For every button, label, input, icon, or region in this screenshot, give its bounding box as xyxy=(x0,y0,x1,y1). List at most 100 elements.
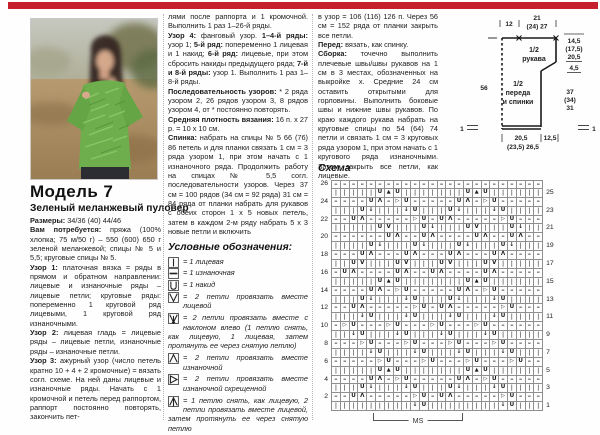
chart-cell: – xyxy=(516,286,526,296)
chart-cell: | xyxy=(437,348,447,358)
chart-cell: – xyxy=(437,286,447,296)
chart-cell: | xyxy=(428,331,438,341)
chart-cell: U xyxy=(446,251,456,261)
row-number-left: 22 xyxy=(320,215,328,223)
chart-cell: – xyxy=(455,215,464,225)
row-number-right xyxy=(543,233,560,242)
chart-cell: – xyxy=(384,304,394,314)
chart-cell: | xyxy=(472,260,482,269)
chart-cell: | xyxy=(340,402,350,412)
chart-cell: – xyxy=(367,322,376,332)
chart-cell: – xyxy=(332,268,341,278)
row-number-left xyxy=(314,296,331,305)
chart-cell: U xyxy=(463,366,473,376)
chart-cell: | xyxy=(384,206,394,216)
chart-cell: – xyxy=(358,322,368,332)
magazine-page: { "page": { "accent_color": "#c5202c" },… xyxy=(8,2,598,433)
chart-row: 8– – – ▷ U – – – ▷ U – – – ▷ U – – – ▷ U – – – – xyxy=(314,340,560,349)
chart-cell: | xyxy=(332,188,341,198)
chart-cell: U xyxy=(384,357,394,367)
chart-cell: | xyxy=(455,188,464,198)
chart-cell: U xyxy=(358,251,368,261)
chart-cell: Λ xyxy=(455,251,464,261)
chart-cell: | xyxy=(507,313,517,323)
chart-cell: – xyxy=(472,393,482,403)
row-number-right: 7 xyxy=(546,348,550,356)
chart-cell: | xyxy=(349,277,359,287)
chart-cell: | xyxy=(516,313,526,323)
chart-cell: – xyxy=(525,197,535,207)
chart-cell: – xyxy=(525,340,535,349)
yarn-over-icon xyxy=(168,280,179,292)
chart-cell: – xyxy=(525,322,535,332)
chart-cell: – xyxy=(463,268,473,278)
chart-cell: – xyxy=(534,251,544,261)
chart-cell: | xyxy=(525,402,535,412)
chart-cell: – xyxy=(437,357,447,367)
chart-cell: | xyxy=(428,242,438,252)
row-number-left: 8 xyxy=(324,340,328,348)
chart-cell: | xyxy=(340,206,350,216)
chart-cell: | xyxy=(463,402,473,412)
chart-cell: ▷ xyxy=(472,322,482,332)
row-number-right: 11 xyxy=(546,313,554,321)
row-number-right xyxy=(543,216,560,225)
row-number-left xyxy=(314,313,331,322)
chart-cell: ▷ xyxy=(375,357,385,367)
chart-cell: – xyxy=(481,393,491,403)
chart-cell: – xyxy=(428,340,438,349)
chart-cell: | xyxy=(358,188,368,198)
chart-cell: – xyxy=(499,375,508,385)
chart-cell: – xyxy=(490,393,500,403)
chart-cell: U xyxy=(411,295,420,305)
chart-cell: | xyxy=(499,260,508,269)
row-number-left: 10 xyxy=(320,322,328,330)
chart-cell: – xyxy=(490,233,500,243)
chart-cell: Λ xyxy=(375,286,385,296)
paragraph: Сборка: точечно выполнить плечевые швы/ш… xyxy=(318,49,438,180)
chart-cell: | xyxy=(402,366,412,376)
chart-cell: | xyxy=(428,295,438,305)
chart-cell: | xyxy=(481,348,491,358)
chart-cell: U xyxy=(490,197,500,207)
row-number-right: 19 xyxy=(546,242,554,250)
row-number-left: 18 xyxy=(320,251,328,259)
chart-cell: U xyxy=(428,268,438,278)
chart-cell: – xyxy=(358,286,368,296)
chart-cell: – xyxy=(534,304,544,314)
chart-cell: | xyxy=(393,295,403,305)
row-number-right xyxy=(543,180,560,189)
chart-cell: U xyxy=(375,348,385,358)
chart-cell: – xyxy=(375,251,385,261)
chart-cell: – xyxy=(525,251,535,261)
chart-cell: | xyxy=(534,295,544,305)
row-number-left: 12 xyxy=(320,304,328,312)
chart-cell: – xyxy=(499,181,508,189)
chart-cell: | xyxy=(516,348,526,358)
column-divider xyxy=(312,14,313,420)
chart-cell: – xyxy=(534,286,544,296)
chart-row: 26– – – – – – – – – – – – – – – – – – – – – – – – xyxy=(314,180,560,189)
chart-cell: | xyxy=(411,277,420,287)
chart-row: 2– – U Λ – – – – – ▷ U – U Λ – – – – – ▷ U – – – xyxy=(314,393,560,403)
chart-cell: ↓ xyxy=(375,242,385,252)
chart-cell: – xyxy=(437,233,447,243)
chart-cell: – xyxy=(437,340,447,349)
chart-cell: – xyxy=(525,268,535,278)
chart-cell: – xyxy=(463,322,473,332)
chart-cell: – xyxy=(516,215,526,225)
chart-cell: U xyxy=(411,206,420,216)
chart-cell: – xyxy=(419,322,429,332)
chart-row: 12– – U Λ – – – – – ▷ U – U Λ – – – – – ▷ U – – – xyxy=(314,304,560,314)
chart-cell: – xyxy=(507,268,517,278)
chart-cell: – xyxy=(402,181,412,189)
chart-cell: | xyxy=(349,206,359,216)
chart-cell: – xyxy=(340,181,350,189)
red-accent-bar xyxy=(8,2,598,9)
sleeve-label-2: рукава xyxy=(522,56,546,63)
chart-cell: – xyxy=(358,357,368,367)
chart-cell: – xyxy=(516,340,526,349)
chart-cell: | xyxy=(428,384,438,394)
chart-cell: – xyxy=(446,286,456,296)
chart-cell: | xyxy=(525,260,535,269)
